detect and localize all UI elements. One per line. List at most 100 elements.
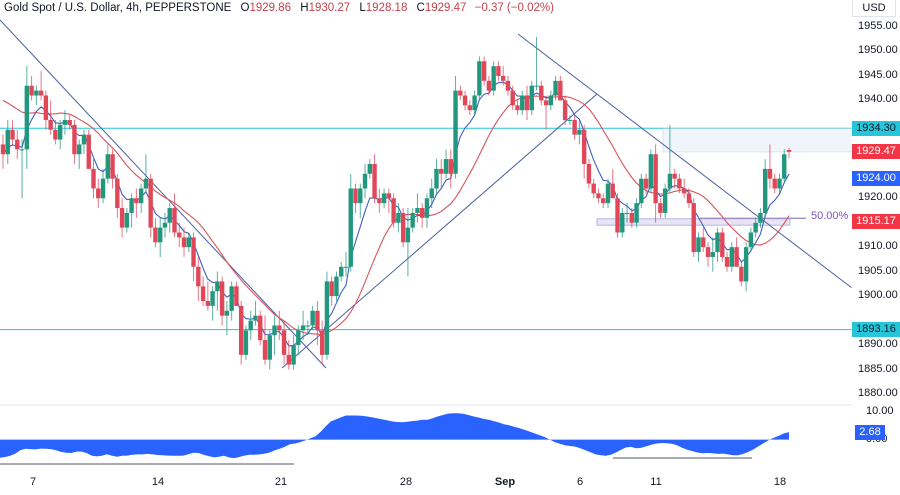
candle-body (62, 119, 68, 125)
candle-body (158, 227, 163, 243)
price-tick: 1885.00 (858, 362, 898, 375)
candle-body (258, 315, 263, 341)
candle-body (181, 237, 187, 248)
candle-body (400, 212, 406, 243)
time-tick: 11 (650, 476, 662, 488)
oscillator-tick: 10.00 (866, 404, 894, 417)
candle-body (620, 212, 625, 233)
candle-body (248, 320, 253, 331)
candle-body (558, 80, 563, 101)
candle-body (243, 330, 249, 355)
candle-body (710, 252, 715, 257)
candle-body (500, 75, 506, 81)
candle-body (362, 173, 368, 189)
candle-body (691, 203, 696, 253)
open-value: 1929.86 (249, 2, 292, 14)
candle-body (115, 178, 120, 209)
fib-level-label: 50.00% (811, 210, 849, 222)
candle-body (572, 119, 577, 135)
candle-body (0, 144, 6, 155)
candle-body (353, 188, 358, 204)
currency-selector[interactable]: USD (852, 0, 896, 17)
candle-body (396, 212, 401, 223)
price-tick: 1900.00 (858, 289, 898, 302)
candle-body (720, 232, 725, 257)
candle-body (772, 178, 777, 189)
candle-body (315, 310, 320, 331)
high-value: 1930.27 (308, 2, 351, 14)
candle-body (420, 208, 425, 218)
candle-body (453, 90, 458, 174)
candle-body (605, 183, 611, 204)
candle-body (467, 105, 473, 111)
candle-body (48, 119, 53, 130)
candle-body (34, 90, 39, 96)
candle-body (91, 168, 96, 189)
time-tick: 18 (773, 476, 787, 488)
candle-body (729, 247, 735, 267)
candle-body (343, 266, 349, 268)
candle-body (177, 232, 182, 238)
candle-body (562, 100, 568, 120)
price-tick: 1945.00 (858, 68, 898, 81)
candle-body (162, 222, 168, 228)
candle-body (267, 335, 272, 360)
candle-body (219, 281, 225, 316)
candle-body (86, 134, 91, 169)
candle-body (629, 212, 634, 223)
candle-body (648, 154, 654, 189)
moving-averages (2, 81, 790, 347)
candle-body (391, 198, 396, 223)
candle-body (172, 208, 177, 233)
candle-body (205, 301, 211, 306)
candle-body (701, 237, 706, 248)
candle-body (339, 266, 344, 277)
candle-body (662, 188, 668, 213)
candle-body (539, 85, 544, 101)
candle-body (762, 168, 768, 213)
time-tick: 28 (399, 476, 413, 488)
candle-body (553, 80, 558, 96)
candle-body (10, 129, 15, 140)
candle-body (19, 149, 25, 151)
candle-body (758, 212, 763, 223)
price-tick: 1890.00 (858, 338, 898, 351)
candle-body (386, 193, 392, 199)
candle-body (591, 183, 596, 194)
price-tick: 1880.00 (858, 386, 898, 399)
candle-body (210, 291, 215, 306)
oscillator-area (0, 413, 789, 459)
price-tag: 1915.17 (852, 214, 900, 230)
candle-body (405, 227, 411, 243)
candle-body (415, 208, 420, 213)
candle-body (348, 188, 353, 267)
candle-body (129, 198, 134, 213)
candle-body (520, 95, 525, 111)
candle-body (324, 281, 330, 355)
candle-body (310, 310, 315, 326)
candle-body (148, 178, 153, 228)
candle-body (696, 237, 701, 253)
candle-body (105, 154, 110, 179)
candle-body (5, 129, 10, 155)
high-label: H (300, 2, 309, 14)
candle-body (643, 178, 649, 189)
low-value: 1928.18 (365, 2, 408, 14)
resistance-zone (662, 127, 853, 153)
candle-body (200, 286, 206, 302)
candle-body (57, 124, 63, 140)
candle-body (305, 325, 311, 327)
oscillator-pane (0, 413, 789, 465)
candle-body (272, 325, 277, 336)
candle-body (615, 198, 620, 233)
time-tick: Sep (494, 476, 516, 488)
candle-body (167, 208, 172, 223)
trendline (0, 19, 327, 369)
candle-body (253, 315, 258, 321)
candle-body (291, 345, 296, 365)
candle-body (715, 232, 720, 253)
close-value: 1929.47 (424, 2, 467, 14)
change-value: −0.37 (−0.02%) (474, 2, 554, 14)
